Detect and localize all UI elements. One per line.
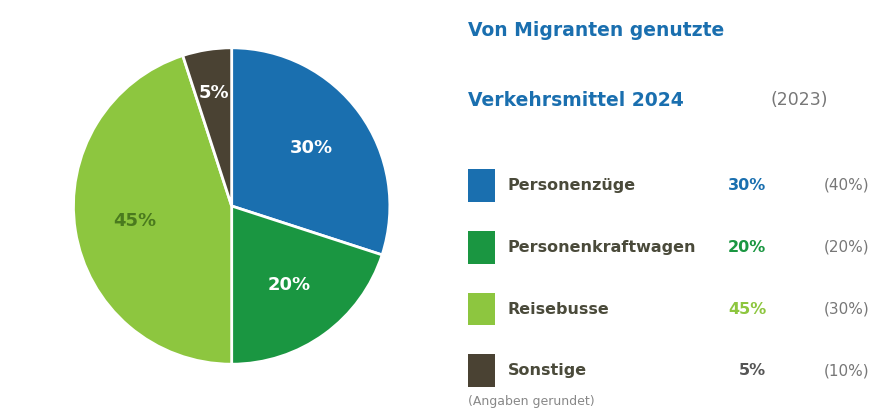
FancyBboxPatch shape [468,169,495,202]
Text: (10%): (10%) [824,363,870,378]
FancyBboxPatch shape [468,293,495,325]
Text: 45%: 45% [728,302,766,316]
FancyBboxPatch shape [468,231,495,264]
Text: Personenzüge: Personenzüge [508,178,636,193]
Text: (2023): (2023) [771,91,829,109]
Text: 5%: 5% [199,84,229,103]
Text: (Angaben gerundet): (Angaben gerundet) [468,395,594,408]
Text: (40%): (40%) [824,178,870,193]
Wedge shape [232,206,382,364]
Text: Von Migranten genutzte: Von Migranten genutzte [468,21,724,40]
Text: (20%): (20%) [824,240,870,255]
Wedge shape [232,48,390,255]
Text: Sonstige: Sonstige [508,363,587,378]
Text: 20%: 20% [268,276,311,294]
Text: 30%: 30% [290,139,332,157]
Text: 20%: 20% [728,240,766,255]
Text: (30%): (30%) [824,302,870,316]
Text: Verkehrsmittel 2024: Verkehrsmittel 2024 [468,91,683,110]
Text: Reisebusse: Reisebusse [508,302,609,316]
Wedge shape [73,56,232,364]
Text: 30%: 30% [728,178,766,193]
FancyBboxPatch shape [468,354,495,387]
Text: 5%: 5% [740,363,766,378]
Text: Personenkraftwagen: Personenkraftwagen [508,240,697,255]
Text: 45%: 45% [113,212,156,230]
Wedge shape [183,48,232,206]
